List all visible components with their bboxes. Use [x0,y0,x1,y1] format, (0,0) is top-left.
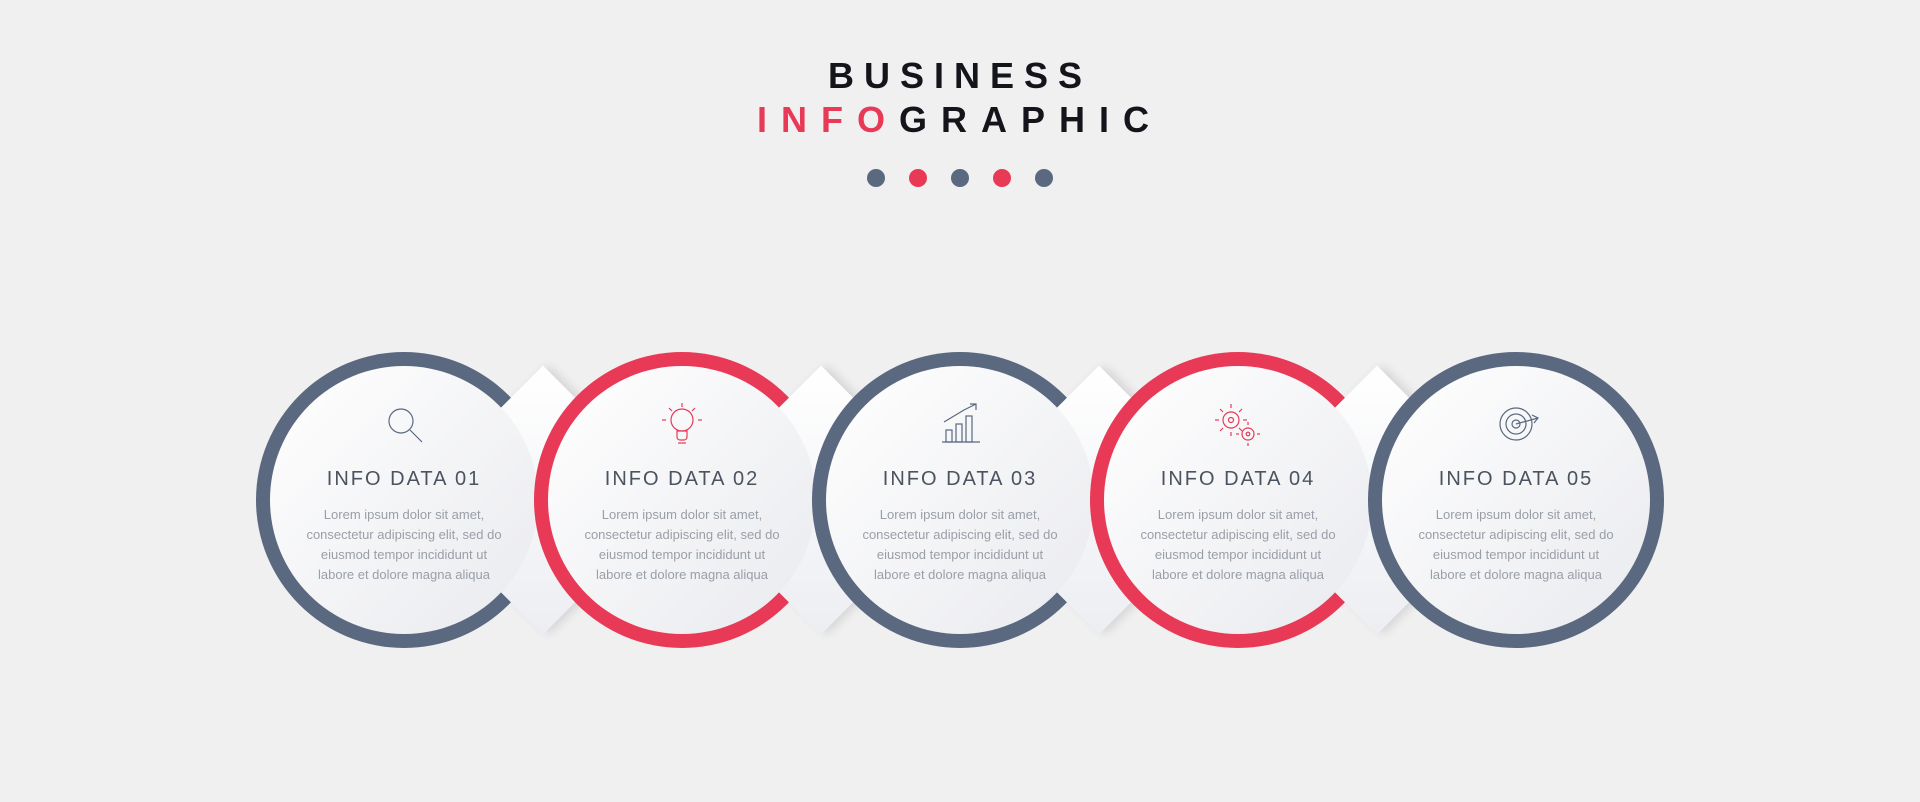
step-inner: INFO DATA 04 Lorem ipsum dolor sit amet, … [1104,366,1372,634]
step: INFO DATA 02 Lorem ipsum dolor sit amet, … [534,352,830,648]
title-rest: GRAPHIC [899,99,1163,140]
step-title: INFO DATA 03 [883,468,1037,491]
title-line1: BUSINESS [0,55,1920,97]
step-track: INFO DATA 01 Lorem ipsum dolor sit amet, … [256,352,1664,648]
step-title: INFO DATA 01 [327,468,481,491]
header-dot [1035,169,1053,187]
step-body: Lorem ipsum dolor sit amet, consectetur … [548,505,816,586]
step-title: INFO DATA 05 [1439,468,1593,491]
step: INFO DATA 03 Lorem ipsum dolor sit amet, … [812,352,1108,648]
step: INFO DATA 01 Lorem ipsum dolor sit amet, … [256,352,552,648]
header-dot [867,169,885,187]
header-dot [951,169,969,187]
step-body: Lorem ipsum dolor sit amet, consectetur … [270,505,538,586]
step-title: INFO DATA 02 [605,468,759,491]
step-inner: INFO DATA 03 Lorem ipsum dolor sit amet, … [826,366,1094,634]
title-accent: INFO [757,99,899,140]
header-dot [909,169,927,187]
step-inner: INFO DATA 02 Lorem ipsum dolor sit amet, … [548,366,816,634]
idea-icon [658,398,706,450]
step-body: Lorem ipsum dolor sit amet, consectetur … [826,505,1094,586]
step-inner: INFO DATA 01 Lorem ipsum dolor sit amet, … [270,366,538,634]
magnifier-icon [380,398,428,450]
step: INFO DATA 04 Lorem ipsum dolor sit amet, … [1090,352,1386,648]
step: INFO DATA 05 Lorem ipsum dolor sit amet, … [1368,352,1664,648]
header-dots [0,169,1920,187]
header: BUSINESS INFOGRAPHIC [0,55,1920,187]
target-icon [1492,398,1540,450]
header-dot [993,169,1011,187]
step-body: Lorem ipsum dolor sit amet, consectetur … [1104,505,1372,586]
bar-growth-icon [936,398,984,450]
step-title: INFO DATA 04 [1161,468,1315,491]
step-body: Lorem ipsum dolor sit amet, consectetur … [1382,505,1650,586]
step-inner: INFO DATA 05 Lorem ipsum dolor sit amet, … [1382,366,1650,634]
title-line2: INFOGRAPHIC [0,99,1920,141]
gears-icon [1214,398,1262,450]
